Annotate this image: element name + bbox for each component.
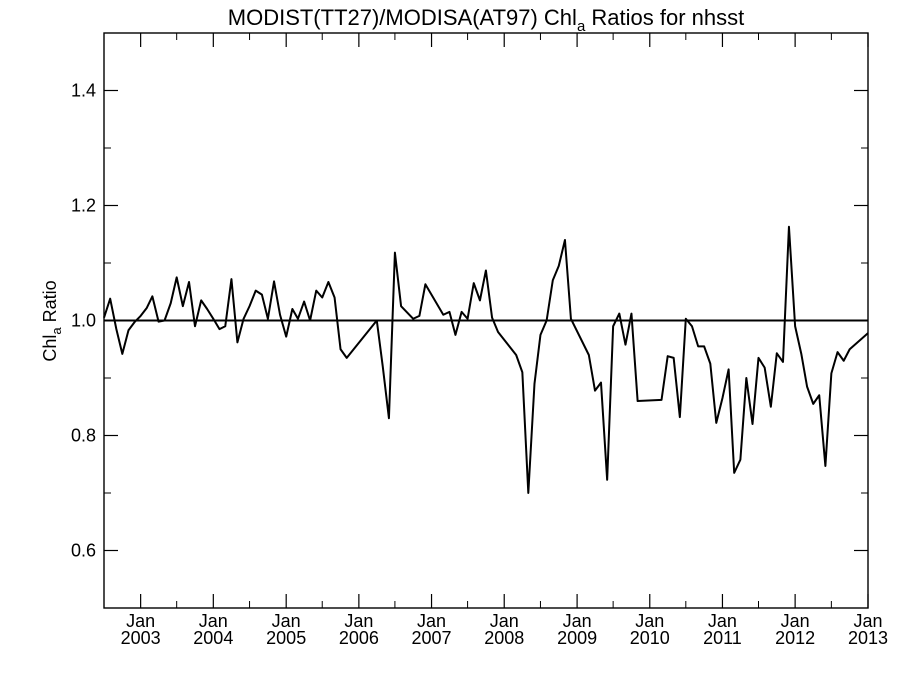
x-tick-label-month: Jan <box>563 611 592 631</box>
x-tick-label-year: 2005 <box>266 628 306 648</box>
chart-title: MODIST(TT27)/MODISA(AT97) Chla Ratios fo… <box>228 5 744 35</box>
y-tick-label: 0.8 <box>71 426 96 446</box>
x-tick-label-year: 2013 <box>848 628 888 648</box>
x-tick-label-year: 2004 <box>193 628 233 648</box>
plot-area: 0.60.81.01.21.4Jan2003Jan2004Jan2005Jan2… <box>71 32 888 648</box>
x-tick-label-month: Jan <box>417 611 446 631</box>
x-tick-label-year: 2011 <box>703 628 742 648</box>
x-tick-label-year: 2008 <box>484 628 524 648</box>
y-axis-label: Chla Ratio <box>40 280 64 361</box>
series-line <box>103 225 869 494</box>
x-tick-label-year: 2006 <box>339 628 379 648</box>
x-tick-label-month: Jan <box>490 611 519 631</box>
x-tick-label-year: 2012 <box>775 628 815 648</box>
x-tick-label-month: Jan <box>272 611 301 631</box>
x-tick-label-month: Jan <box>635 611 664 631</box>
x-tick-label-month: Jan <box>708 611 737 631</box>
y-tick-label: 1.4 <box>71 81 96 101</box>
x-tick-label-year: 2010 <box>630 628 670 648</box>
x-tick-label-month: Jan <box>344 611 373 631</box>
y-tick-label: 1.0 <box>71 311 96 331</box>
x-tick-label-month: Jan <box>781 611 810 631</box>
y-tick-label: 0.6 <box>71 541 96 561</box>
x-tick-label-month: Jan <box>126 611 155 631</box>
x-tick-label-month: Jan <box>199 611 228 631</box>
x-tick-label-year: 2009 <box>557 628 597 648</box>
x-tick-label-year: 2003 <box>121 628 161 648</box>
y-tick-label: 1.2 <box>71 196 96 216</box>
x-tick-label-year: 2007 <box>412 628 452 648</box>
x-tick-label-month: Jan <box>853 611 882 631</box>
